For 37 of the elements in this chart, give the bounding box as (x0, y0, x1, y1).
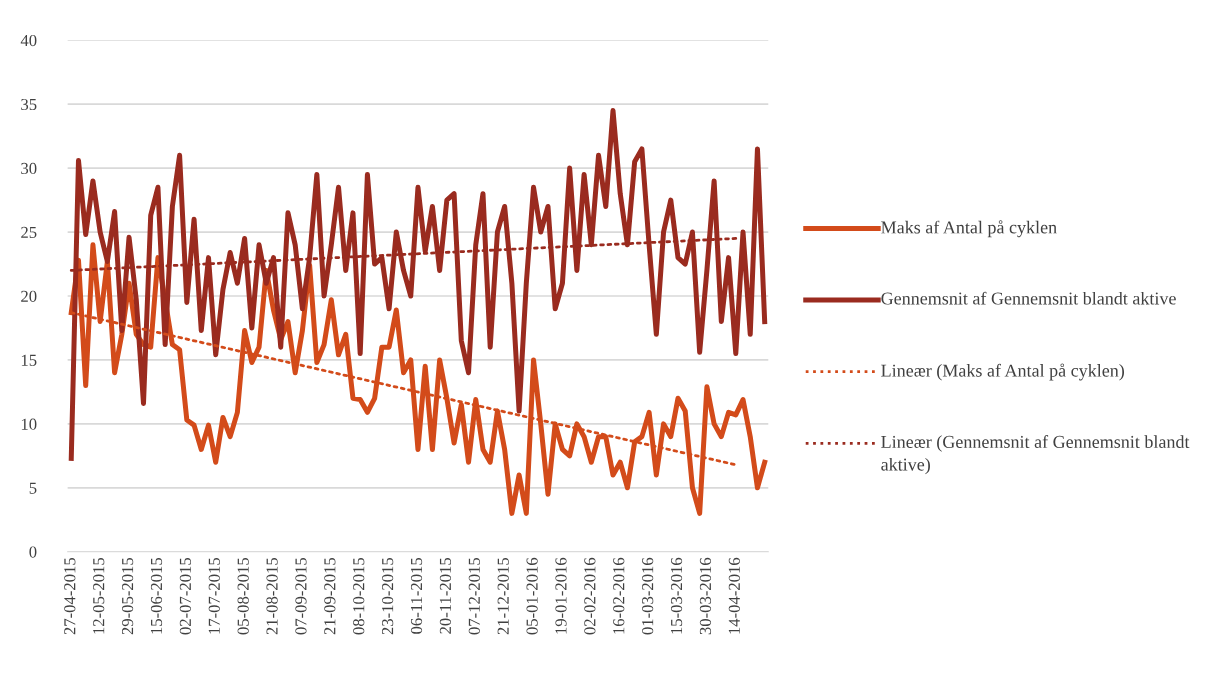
x-tick-label: 20-11-2015 (439, 557, 452, 634)
x-tick-label: 15-03-2016 (670, 557, 683, 634)
x-tick-label: 15-06-2015 (150, 557, 163, 634)
x-tick-label: 05-08-2015 (237, 557, 249, 635)
x-tick-label: 08-10-2015 (353, 557, 365, 635)
x-tick-label: 06-11-2015 (410, 557, 423, 634)
x-tick-label: 02-07-2015 (179, 557, 191, 635)
y-tick-label: 20 (21, 290, 37, 302)
legend-label: Gennemsnit af Gennemsnit blandt aktive (881, 291, 1176, 305)
y-tick-label: 40 (20, 34, 37, 47)
y-tick-label: 10 (21, 418, 37, 430)
x-tick-label: 19-01-2016 (555, 557, 567, 634)
x-tick-label: 21-09-2015 (324, 557, 336, 635)
x-tick-label: 07-09-2015 (295, 557, 307, 635)
x-tick-label: 23-10-2015 (382, 557, 394, 635)
y-tick-label: 0 (29, 546, 37, 558)
x-tick-label: 29-05-2015 (121, 557, 134, 635)
x-tick-label: 12-05-2015 (93, 557, 105, 634)
x-tick-label: 21-08-2015 (266, 557, 278, 635)
x-tick-label: 27-04-2015 (64, 557, 76, 635)
x-tick-label: 21-12-2015 (497, 557, 509, 635)
x-tick-label: 14-04-2016 (728, 557, 740, 634)
x-tick-label: 16-02-2016 (613, 557, 625, 634)
x-tick-label: 01-03-2016 (642, 557, 654, 635)
y-tick-label: 35 (21, 98, 37, 111)
x-tick-label: 07-12-2015 (468, 557, 480, 635)
y-tick-label: 25 (21, 226, 37, 238)
x-tick-label: 05-01-2016 (526, 557, 538, 635)
legend-label: Lineær (Maks af Antal på cyklen) (881, 363, 1125, 381)
x-tick-label: 17-07-2015 (208, 557, 220, 634)
y-tick-label: 5 (29, 482, 37, 494)
x-tick-label: 02-02-2016 (584, 557, 596, 635)
legend-label: Maks af Antal på cyklen (881, 220, 1057, 238)
x-tick-label: 30-03-2016 (699, 557, 712, 635)
legend-label: Lineær (Gennemsnit af Gennemsnit blandt aktive) (881, 435, 1190, 475)
y-tick-label: 15 (21, 354, 37, 366)
y-tick-label: 30 (21, 162, 37, 175)
